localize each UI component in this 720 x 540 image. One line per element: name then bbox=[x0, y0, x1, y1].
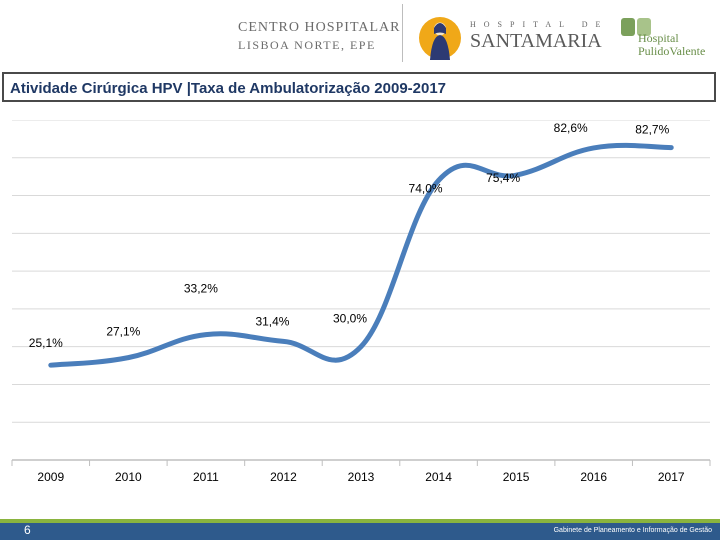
page-number: 6 bbox=[24, 523, 31, 537]
x-tick-label: 2016 bbox=[580, 470, 607, 484]
chart-x-axis bbox=[11, 459, 711, 466]
data-label: 82,6% bbox=[554, 121, 588, 135]
chart-tick-labels: 2009 2010 2011 2012 2013 2014 2015 2016 2017 bbox=[37, 470, 684, 484]
data-label: 30,0% bbox=[333, 312, 367, 326]
chln-logo: CENTRO HOSPITALAR LISBOA NORTE, EPE bbox=[238, 20, 401, 53]
pulido-valente-line2: PulidoValente bbox=[638, 44, 706, 58]
footer-text: Gabinete de Planeamento e Informação de … bbox=[553, 527, 712, 534]
x-tick-label: 2012 bbox=[270, 470, 297, 484]
line-chart: 25,1% 27,1% 33,2% 31,4% 30,0% 74,0% 75,4% 82,6%… bbox=[11, 120, 711, 484]
data-label: 31,4% bbox=[255, 314, 289, 328]
header-divider bbox=[402, 4, 403, 62]
x-tick-label: 2015 bbox=[503, 470, 530, 484]
x-tick-label: 2013 bbox=[348, 470, 375, 484]
pulido-valente-emblem-icon bbox=[621, 18, 651, 36]
chln-line1: CENTRO HOSPITALAR bbox=[238, 20, 401, 35]
footer-accent-bar bbox=[0, 519, 720, 523]
chart-data-points bbox=[50, 147, 672, 366]
data-label: 75,4% bbox=[486, 171, 520, 185]
data-label: 25,1% bbox=[29, 336, 63, 350]
x-tick-label: 2017 bbox=[658, 470, 685, 484]
chln-line2: LISBOA NORTE, EPE bbox=[238, 38, 376, 52]
header: CENTRO HOSPITALAR LISBOA NORTE, EPE HOSP… bbox=[0, 0, 720, 72]
data-label: 74,0% bbox=[409, 181, 443, 195]
title-box: Atividade Cirúrgica HPV |Taxa de Ambulat… bbox=[2, 72, 716, 102]
pulido-valente-logo: Hospital PulidoValente bbox=[638, 32, 705, 58]
santa-maria-emblem-icon bbox=[419, 17, 461, 60]
chart-data-labels: 25,1% 27,1% 33,2% 31,4% 30,0% 74,0% 75,4% 82,6%… bbox=[29, 121, 670, 350]
x-tick-label: 2014 bbox=[425, 470, 452, 484]
pulido-valente-line1: Hospital bbox=[638, 31, 679, 45]
x-tick-label: 2010 bbox=[115, 470, 142, 484]
data-label: 27,1% bbox=[106, 325, 140, 339]
data-label: 82,7% bbox=[635, 123, 669, 137]
chart-gridlines bbox=[12, 120, 710, 461]
santa-maria-small-text: HOSPITAL DE bbox=[470, 20, 609, 29]
page-title: Atividade Cirúrgica HPV |Taxa de Ambulat… bbox=[10, 80, 447, 97]
footer-bar bbox=[0, 523, 720, 540]
series-line bbox=[48, 142, 674, 368]
data-label: 33,2% bbox=[184, 282, 218, 296]
x-tick-label: 2011 bbox=[193, 470, 219, 484]
santa-maria-big-text: SANTAMARIA bbox=[470, 30, 602, 52]
santa-maria-logo: HOSPITAL DE SANTAMARIA bbox=[470, 20, 608, 53]
x-tick-label: 2009 bbox=[37, 470, 64, 484]
